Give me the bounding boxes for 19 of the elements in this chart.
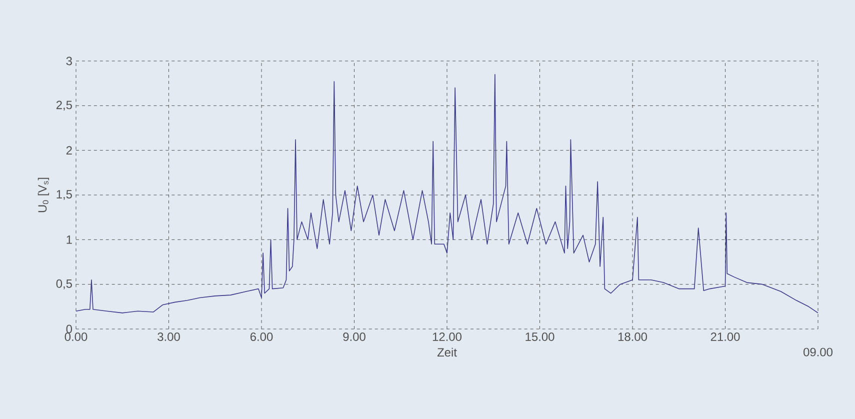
y-tick-label: 0,5	[56, 279, 72, 290]
x-tick-label: 3.00	[158, 332, 180, 341]
x-tick-label: 6.00	[250, 332, 273, 341]
y-tick-label: 3	[66, 56, 72, 66]
line-series	[76, 74, 818, 314]
text: 09.00	[804, 348, 833, 356]
y-axis-title: U$_{0}$ [V$_{s}$]	[38, 178, 50, 212]
x-axis-title: Zeit	[437, 348, 457, 357]
y-tick-label: 2	[66, 146, 72, 155]
x-tick-label: 9.00	[343, 332, 366, 341]
x-tick-label: 0.00	[64, 332, 88, 341]
x-tick-label: 12.00	[432, 332, 462, 341]
x-tick-label: 15.00	[526, 332, 554, 341]
y-tick-label: 0	[66, 324, 72, 334]
x-tick-label: 18.00	[618, 332, 647, 341]
y-tick-label: 1	[66, 236, 72, 244]
y-tick-label: 2,5	[56, 100, 72, 111]
y-tick-label: 1,5	[56, 190, 72, 200]
x-tick-label: 21.00	[710, 332, 740, 341]
